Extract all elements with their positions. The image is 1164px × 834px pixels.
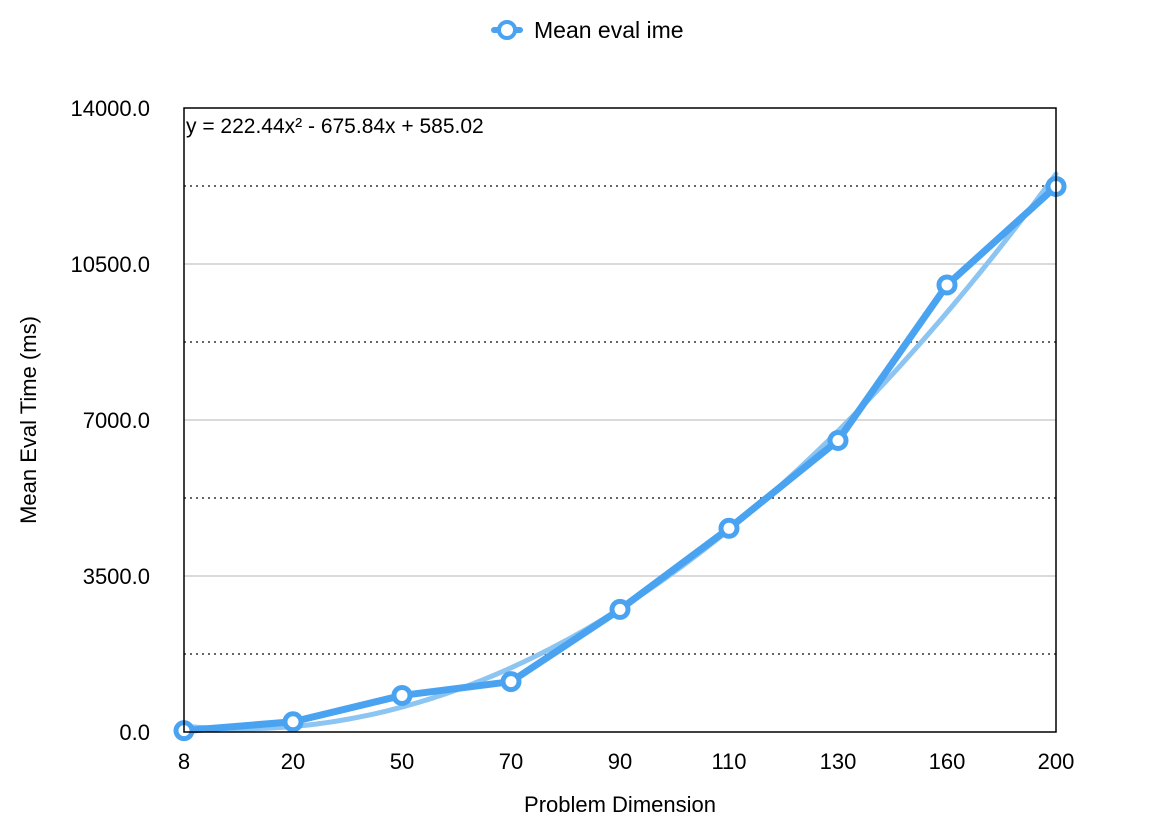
y-axis-ticks: 0.0 3500.0 7000.0 10500.0 14000.0 [70, 96, 150, 745]
legend-label: Mean eval ime [534, 17, 684, 43]
x-tick-label: 200 [1038, 749, 1075, 774]
x-tick-label: 160 [929, 749, 966, 774]
x-tick-label: 110 [711, 749, 746, 774]
x-axis-ticks: 8 20 50 70 90 110 130 160 200 [178, 749, 1074, 774]
trendline [181, 171, 1059, 732]
x-tick-label: 70 [499, 749, 523, 774]
x-axis-title: Problem Dimension [524, 792, 716, 817]
y-tick-label: 7000.0 [83, 408, 150, 433]
data-point [827, 430, 849, 452]
data-point [500, 671, 522, 693]
y-tick-label: 10500.0 [70, 252, 150, 277]
legend-circle-marker [497, 20, 517, 40]
data-point [391, 684, 413, 706]
data-point [282, 711, 304, 733]
trendline-layer [181, 171, 1059, 732]
plot-frame [183, 107, 1057, 733]
x-tick-label: 130 [820, 749, 857, 774]
grid-lines [184, 185, 1056, 655]
data-point [718, 517, 740, 539]
y-tick-label: 0.0 [119, 720, 150, 745]
data-point [936, 274, 958, 296]
x-tick-label: 20 [281, 749, 305, 774]
series-layer [173, 175, 1067, 742]
y-tick-label: 3500.0 [83, 564, 150, 589]
data-point [609, 598, 631, 620]
y-axis-title: Mean Eval Time (ms) [16, 316, 41, 524]
x-tick-label: 8 [178, 749, 190, 774]
trendline-equation: y = 222.44x² - 675.84x + 585.02 [186, 115, 484, 138]
y-tick-label: 14000.0 [70, 96, 150, 121]
x-tick-label: 50 [390, 749, 414, 774]
x-tick-label: 90 [608, 749, 632, 774]
legend: Mean eval ime [491, 17, 684, 43]
series-line [180, 182, 1060, 735]
